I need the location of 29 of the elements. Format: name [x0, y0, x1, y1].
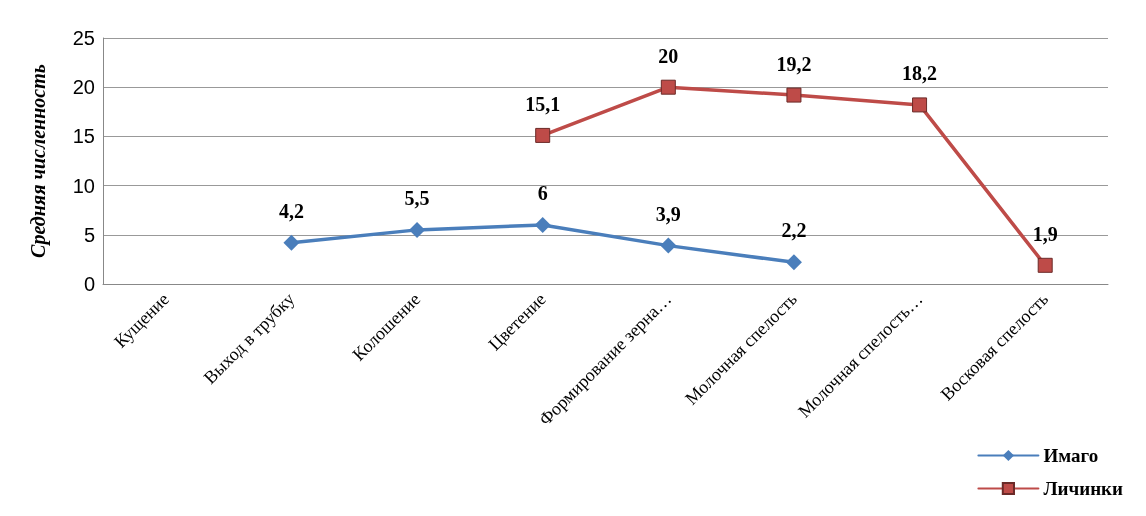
legend-label: Личинки — [1043, 478, 1124, 499]
legend-label: Имаго — [1043, 445, 1099, 466]
data-label: 2,2 — [781, 219, 807, 242]
data-label: 18,2 — [902, 62, 938, 85]
data-label: 4,2 — [278, 199, 304, 222]
y-tick-label: 10 — [72, 174, 95, 197]
point — [409, 221, 426, 238]
y-tick-label: 15 — [72, 125, 95, 148]
point — [912, 97, 928, 113]
y-tick-label: 25 — [72, 27, 95, 49]
y-tick-label: 20 — [72, 76, 95, 99]
data-label: 1,9 — [1032, 222, 1058, 245]
point — [660, 237, 677, 254]
data-label: 15,1 — [525, 92, 561, 115]
data-label: 20 — [658, 44, 679, 67]
data-label: 5,5 — [404, 186, 430, 209]
point — [785, 254, 802, 271]
data-label: 6 — [537, 181, 548, 204]
data-label: 19,2 — [776, 52, 812, 75]
y-tick-label: 5 — [83, 223, 95, 246]
point — [660, 79, 676, 95]
point — [534, 216, 551, 233]
point — [283, 234, 300, 251]
point — [1037, 257, 1053, 273]
point — [786, 87, 802, 103]
y-tick-label: 0 — [83, 273, 95, 295]
point — [535, 127, 551, 143]
data-label: 3,9 — [655, 202, 681, 225]
y-axis-title: Средняя численность — [27, 64, 50, 258]
